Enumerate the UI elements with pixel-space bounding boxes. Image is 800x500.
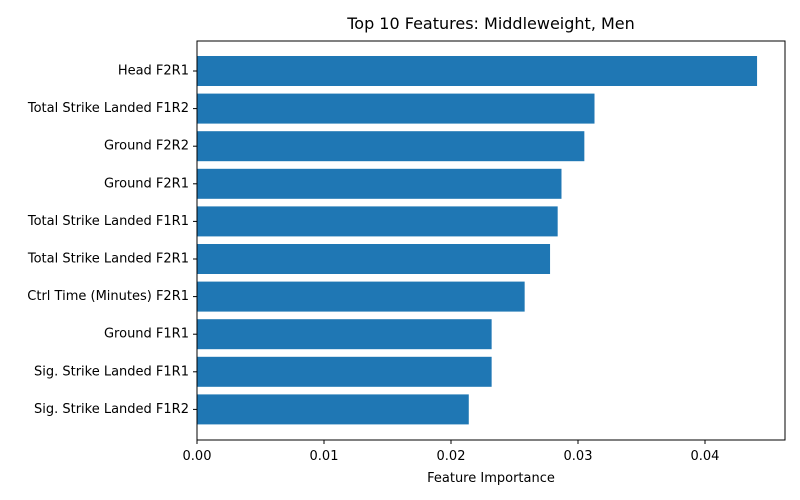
plot-frame — [196, 40, 786, 441]
x-axis-label: Feature Importance — [427, 471, 555, 486]
bar-9 — [197, 356, 492, 387]
x-tick-label: 0.01 — [310, 449, 339, 464]
y-tick-label: Ground F2R1 — [104, 176, 189, 191]
bars-group — [197, 56, 758, 425]
x-axis: 0.00 0.01 0.02 0.03 0.04 — [183, 440, 720, 464]
y-tick-label: Total Strike Landed F2R1 — [27, 252, 189, 267]
bar-5 — [197, 206, 558, 237]
y-tick-label: Ground F2R2 — [104, 139, 189, 154]
y-tick-label: Sig. Strike Landed F1R1 — [34, 364, 189, 379]
x-tick-label: 0.02 — [437, 449, 466, 464]
y-tick-label: Sig. Strike Landed F1R2 — [34, 402, 189, 417]
y-tick-label: Ground F1R1 — [104, 327, 189, 342]
chart-title: Top 10 Features: Middleweight, Men — [346, 14, 635, 33]
bar-4 — [197, 168, 562, 199]
y-tick-label: Head F2R1 — [118, 64, 189, 79]
x-tick-label: 0.04 — [691, 449, 720, 464]
bar-3 — [197, 131, 585, 162]
x-tick-label: 0.00 — [183, 449, 212, 464]
bar-10 — [197, 394, 469, 425]
y-tick-label: Total Strike Landed F1R1 — [27, 214, 189, 229]
bar-8 — [197, 319, 492, 350]
bar-1 — [197, 56, 758, 86]
bar-7 — [197, 281, 525, 312]
x-tick-label: 0.03 — [564, 449, 593, 464]
bar-6 — [197, 244, 551, 274]
y-tick-label: Ctrl Time (Minutes) F2R1 — [27, 289, 189, 304]
bar-2 — [197, 93, 595, 124]
y-tick-label: Total Strike Landed F1R2 — [27, 101, 189, 116]
y-axis: Head F2R1 Total Strike Landed F1R2 Ground … — [27, 64, 197, 417]
